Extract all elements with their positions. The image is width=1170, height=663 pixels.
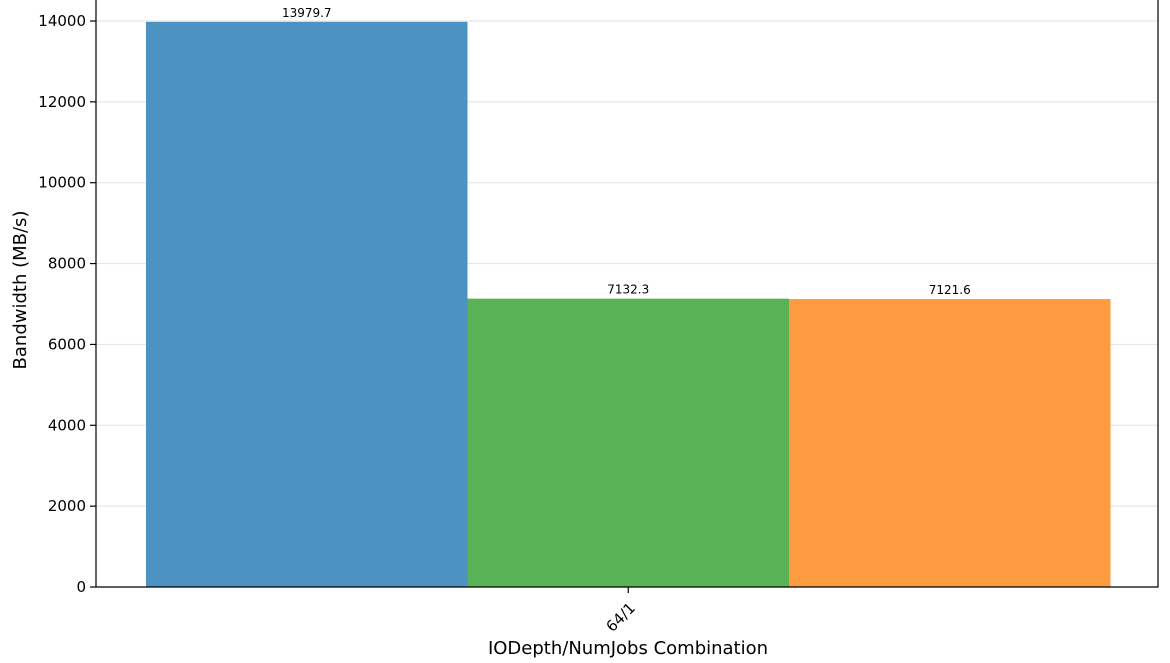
y-tick-label: 4000 xyxy=(48,416,86,434)
axes xyxy=(95,0,1159,588)
bar-1 xyxy=(146,21,468,588)
y-tick-label: 2000 xyxy=(48,497,86,515)
x-axis-title: IODepth/NumJobs Combination xyxy=(488,638,768,659)
x-tick-label: 64/1 xyxy=(602,599,639,636)
y-tick-label: 0 xyxy=(76,578,86,596)
y-tick-label: 10000 xyxy=(38,174,86,192)
y-tick-label: 6000 xyxy=(48,335,86,353)
plot-frame xyxy=(95,0,1159,588)
x-axis-ticks: 64/1 xyxy=(602,587,639,636)
y-axis-ticks: 0 2000 4000 6000 8000 10000 12000 14000 xyxy=(38,12,96,596)
y-tick-label: 14000 xyxy=(38,12,86,30)
y-tick-label: 8000 xyxy=(48,255,86,273)
bar-2 xyxy=(467,298,789,587)
bar-value-label: 7121.6 xyxy=(929,283,971,297)
y-axis-title: Bandwidth (MB/s) xyxy=(10,211,31,370)
bar-value-labels: 13979.7 7132.3 7121.6 xyxy=(282,6,971,297)
bar-3 xyxy=(789,299,1111,587)
bars xyxy=(146,21,1111,588)
bar-value-label: 7132.3 xyxy=(607,283,649,297)
bar-value-label: 13979.7 xyxy=(282,6,332,20)
y-tick-label: 12000 xyxy=(38,93,86,111)
